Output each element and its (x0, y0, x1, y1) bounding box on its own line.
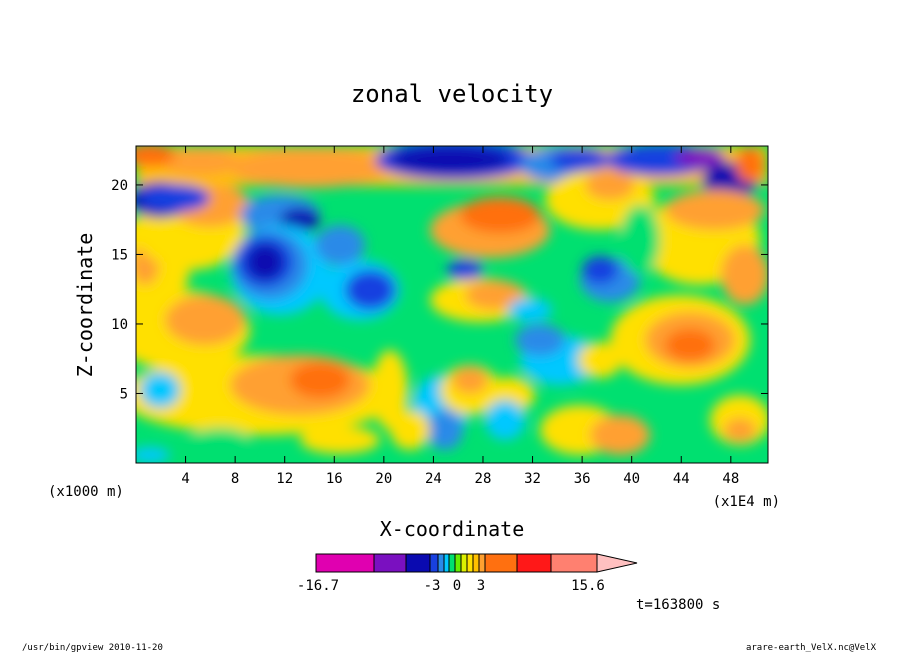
field-patch (578, 342, 622, 378)
field-patch (515, 324, 565, 356)
colorbar-segment (437, 553, 445, 573)
x-tick-label: 8 (231, 471, 239, 487)
x-unit-right: (x1E4 m) (713, 494, 780, 510)
time-annotation: t=163800 s (636, 597, 720, 613)
colorbar-segment (516, 553, 552, 573)
field-patch (550, 148, 610, 172)
colorbar-segment (454, 553, 462, 573)
colorbar-label-min: -16.7 (297, 578, 339, 594)
colorbar-segment (429, 553, 439, 573)
x-tick-label: 36 (574, 471, 591, 487)
field-patch (485, 400, 525, 440)
field-patch (736, 147, 764, 183)
colorbar-segment (315, 553, 375, 573)
colorbar-segment (448, 553, 456, 573)
field-patch (190, 428, 250, 452)
velocity-field (136, 146, 768, 463)
field-patch (427, 410, 463, 450)
plot-frame (135, 145, 769, 464)
field-patch (315, 225, 365, 265)
x-unit-left: (x1000 m) (48, 484, 124, 500)
y-tick-label: 10 (111, 317, 128, 333)
y-axis: 5 10 15 20 (111, 178, 768, 402)
field-patch (585, 170, 635, 200)
y-tick-label: 15 (111, 247, 128, 263)
field-patch (390, 410, 430, 450)
x-axis: 4 8 12 16 20 24 28 32 36 40 44 48 (181, 146, 739, 487)
x-tick-label: 24 (425, 471, 442, 487)
field-patch (452, 366, 488, 394)
field-patch (582, 256, 618, 284)
field-patch (665, 329, 715, 361)
x-tick-label: 44 (673, 471, 690, 487)
field-patch (160, 148, 240, 176)
x-tick-label: 48 (722, 471, 739, 487)
colorbar (315, 553, 638, 573)
field-patch (372, 350, 408, 430)
colorbar-label-pos3: 3 (477, 578, 485, 594)
field-patch (508, 298, 552, 322)
colorbar-label-neg3: -3 (424, 578, 441, 594)
colorbar-segment (484, 553, 518, 573)
field-patch (136, 146, 175, 167)
field-patch (665, 190, 765, 230)
field-patch (230, 148, 390, 188)
field-patch (300, 426, 380, 454)
x-axis-label: X-coordinate (380, 517, 525, 541)
x-tick-label: 16 (326, 471, 343, 487)
y-tick-label: 5 (120, 386, 128, 402)
colorbar-segment (478, 553, 486, 573)
colorbar-segment (472, 553, 480, 573)
colorbar-segment (460, 553, 468, 573)
x-tick-label: 4 (181, 471, 189, 487)
field-patch (290, 362, 350, 398)
colorbar-segment (443, 553, 450, 573)
footer-right: arare-earth_VelX.nc@VelX (746, 643, 877, 653)
colorbar-segment (373, 553, 407, 573)
x-tick-label: 32 (524, 471, 541, 487)
x-tick-label: 12 (276, 471, 293, 487)
chart-title: zonal velocity (351, 80, 553, 108)
colorbar-label-zero: 0 (453, 578, 461, 594)
field-patch (136, 447, 170, 463)
colorbar-segment (405, 553, 431, 573)
colorbar-arrow (596, 553, 638, 573)
footer-left: /usr/bin/gpview 2010-11-20 (22, 643, 163, 653)
colorbar-segment (466, 553, 474, 573)
colorbar-segment (550, 553, 598, 573)
field-patch (247, 244, 283, 280)
y-tick-label: 20 (111, 178, 128, 194)
field-patch (724, 418, 756, 442)
field-patch (447, 260, 483, 280)
colorbar-label-max: 15.6 (571, 578, 605, 594)
field-patch (165, 295, 245, 345)
y-axis-label: Z-coordinate (73, 233, 97, 378)
x-tick-label: 20 (375, 471, 392, 487)
x-tick-label: 40 (623, 471, 640, 487)
field-patch (140, 372, 180, 408)
x-tick-label: 28 (475, 471, 492, 487)
field-patch (590, 415, 650, 455)
field-patch (721, 245, 768, 305)
field-patch (465, 280, 525, 310)
field-patch (460, 197, 540, 233)
field-patch (675, 148, 725, 168)
field-patch (390, 146, 510, 174)
field-patch (620, 205, 660, 275)
field-patch (140, 184, 210, 212)
field-patch (345, 270, 395, 310)
